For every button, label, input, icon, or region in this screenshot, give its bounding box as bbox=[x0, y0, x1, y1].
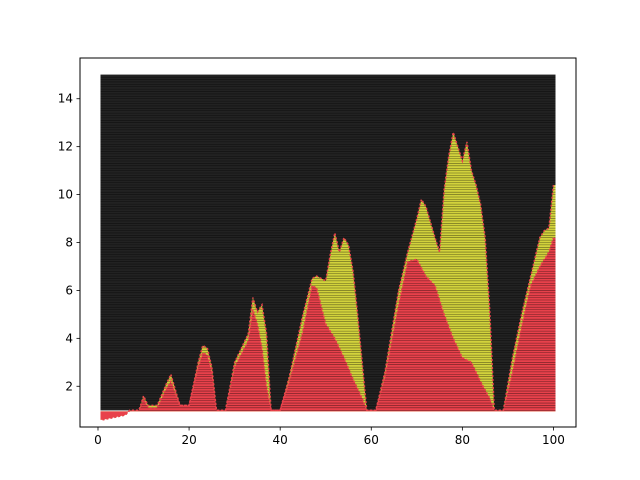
y-tick-label: 6 bbox=[65, 283, 73, 297]
y-tick-label: 12 bbox=[58, 140, 73, 154]
scan-lines bbox=[100, 74, 556, 411]
x-tick-label: 100 bbox=[542, 433, 565, 447]
x-tick-label: 40 bbox=[273, 433, 288, 447]
y-tick-label: 2 bbox=[65, 379, 73, 393]
red-boundary-line bbox=[102, 237, 555, 421]
y-tick-label: 4 bbox=[65, 331, 73, 345]
x-tick-label: 60 bbox=[364, 433, 379, 447]
plot-area bbox=[100, 74, 556, 421]
y-tick-label: 8 bbox=[65, 236, 73, 250]
y-tick-label: 14 bbox=[58, 92, 73, 106]
x-tick-label: 0 bbox=[94, 433, 102, 447]
axes: 0 20 40 60 80 100 2 4 6 8 10 12 14 bbox=[58, 57, 577, 447]
yellow-boundary-line bbox=[102, 132, 555, 421]
x-tick-label: 80 bbox=[455, 433, 470, 447]
x-tick-label: 20 bbox=[181, 433, 196, 447]
y-tick-label: 10 bbox=[58, 188, 73, 202]
